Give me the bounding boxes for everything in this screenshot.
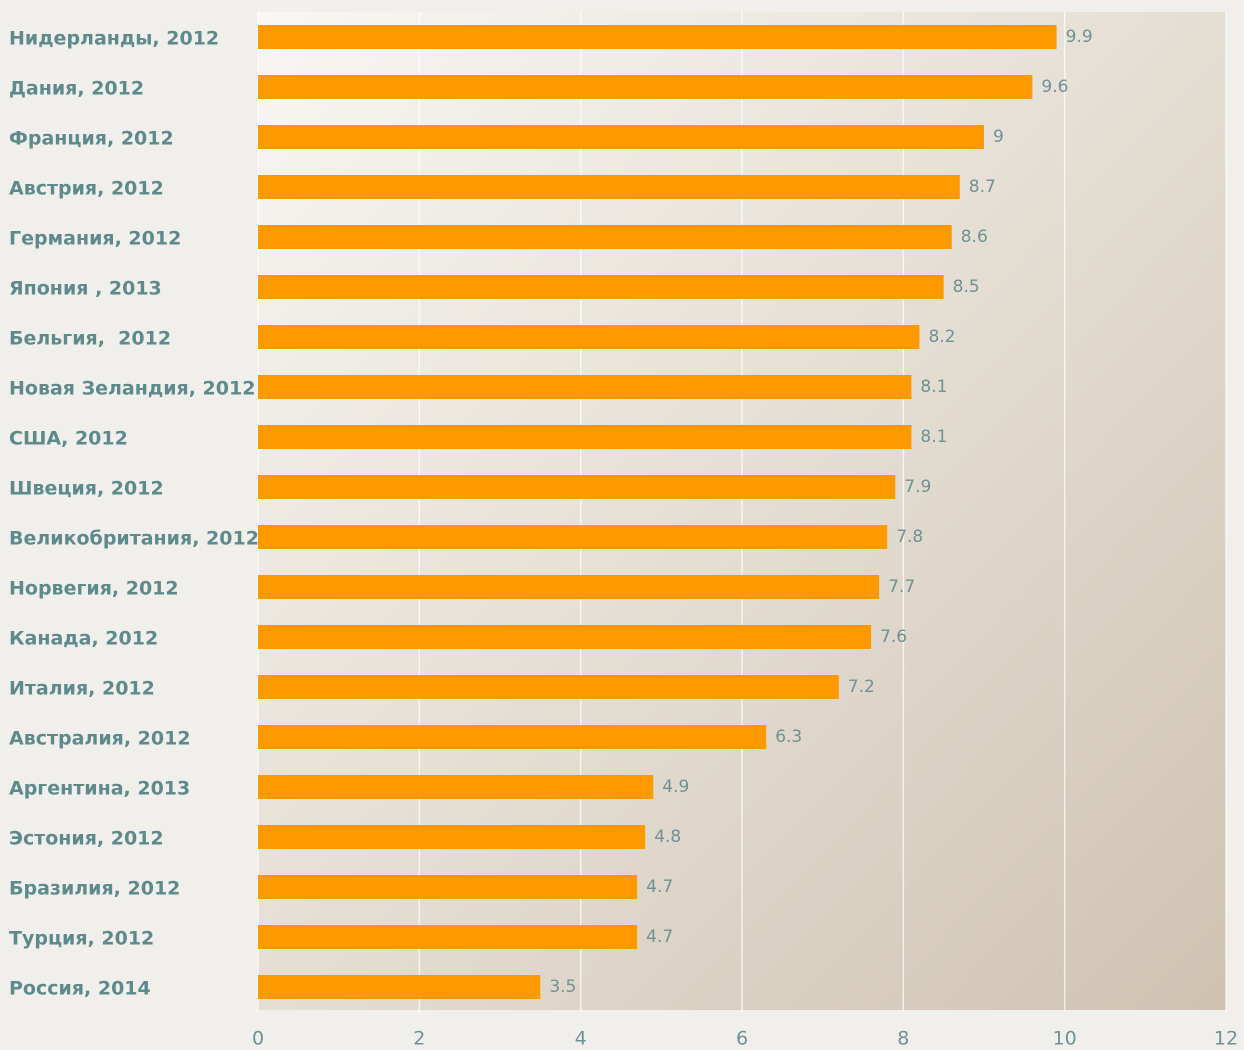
bar <box>258 925 638 949</box>
value-label: 4.7 <box>646 927 673 947</box>
value-label: 8.6 <box>961 227 988 247</box>
value-label: 8.1 <box>920 427 947 447</box>
bar <box>258 325 920 349</box>
y-tick-label: Бразилия, 2012 <box>9 878 180 900</box>
x-tick-label: 10 <box>1053 1028 1077 1050</box>
y-tick-label: Австралия, 2012 <box>9 728 191 750</box>
y-tick-label: Франция, 2012 <box>9 128 174 150</box>
value-label: 8.5 <box>953 277 980 297</box>
value-label: 7.7 <box>888 577 915 597</box>
y-tick-label: Бельгия, 2012 <box>9 328 171 350</box>
x-tick-label: 0 <box>252 1028 264 1050</box>
y-tick-label: Турция, 2012 <box>9 928 154 950</box>
y-tick-label: Эстония, 2012 <box>9 828 164 850</box>
y-tick-label: Россия, 2014 <box>9 978 151 1000</box>
value-label: 8.7 <box>969 177 996 197</box>
bar <box>258 675 839 699</box>
bar <box>258 775 654 799</box>
y-tick-label: Швеция, 2012 <box>9 478 164 500</box>
y-tick-label: Германия, 2012 <box>9 228 181 250</box>
value-label: 7.6 <box>880 627 907 647</box>
bar <box>258 175 960 199</box>
y-tick-label: Канада, 2012 <box>9 628 158 650</box>
value-label: 4.9 <box>662 777 689 797</box>
y-tick-label: Аргентина, 2013 <box>9 778 190 800</box>
y-tick-label: Нидерланды, 2012 <box>9 28 219 50</box>
y-tick-label: Дания, 2012 <box>9 78 144 100</box>
x-tick-label: 8 <box>897 1028 909 1050</box>
y-tick-label: Норвегия, 2012 <box>9 578 179 600</box>
value-label: 9 <box>993 127 1004 147</box>
bar <box>258 625 872 649</box>
bar <box>258 725 767 749</box>
bar <box>258 425 912 449</box>
value-label: 3.5 <box>549 977 576 997</box>
bar <box>258 125 984 149</box>
value-label: 4.7 <box>646 877 673 897</box>
value-label: 7.9 <box>904 477 931 497</box>
bar <box>258 575 880 599</box>
value-label: 8.1 <box>920 377 947 397</box>
bar <box>258 75 1033 99</box>
y-tick-label: США, 2012 <box>9 428 128 450</box>
x-tick-label: 2 <box>413 1028 425 1050</box>
value-label: 8.2 <box>928 327 955 347</box>
bar <box>258 225 952 249</box>
bar <box>258 275 944 299</box>
bar <box>258 875 638 899</box>
y-tick-label: Италия, 2012 <box>9 678 155 700</box>
value-label: 9.9 <box>1066 27 1093 47</box>
x-tick-label: 12 <box>1214 1028 1238 1050</box>
value-label: 4.8 <box>654 827 681 847</box>
x-tick-label: 6 <box>736 1028 748 1050</box>
x-tick-label: 4 <box>575 1028 587 1050</box>
y-tick-label: Австрия, 2012 <box>9 178 164 200</box>
y-tick-label: Великобритания, 2012 <box>9 528 259 550</box>
value-label: 6.3 <box>775 727 802 747</box>
value-label: 7.2 <box>848 677 875 697</box>
bar <box>258 475 896 499</box>
y-tick-label: Япония , 2013 <box>9 278 162 300</box>
bar <box>258 825 646 849</box>
bar <box>258 375 912 399</box>
value-label: 9.6 <box>1041 77 1068 97</box>
bar <box>258 975 541 999</box>
bar <box>258 525 888 549</box>
bar <box>258 25 1057 49</box>
y-tick-label: Новая Зеландия, 2012 <box>9 378 255 400</box>
value-label: 7.8 <box>896 527 923 547</box>
